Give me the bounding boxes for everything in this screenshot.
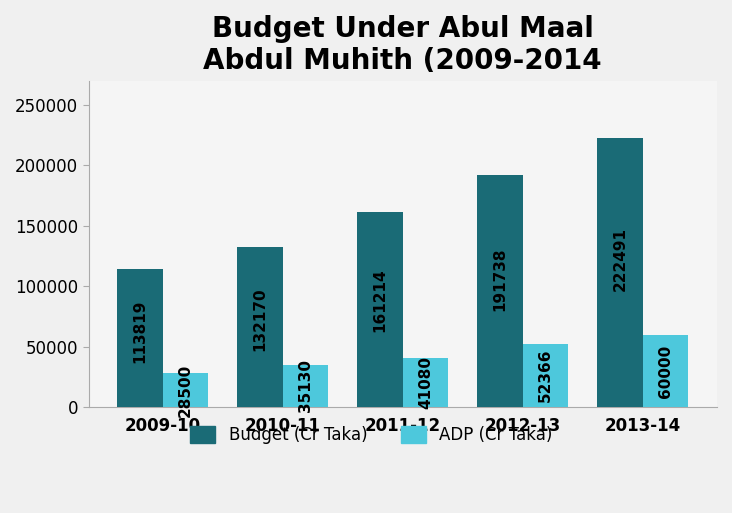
Legend: Budget (Cr Taka), ADP (Cr Taka): Budget (Cr Taka), ADP (Cr Taka) bbox=[184, 420, 559, 451]
Bar bbox=[643, 334, 688, 407]
Text: 28500: 28500 bbox=[178, 363, 193, 417]
Bar bbox=[237, 247, 283, 407]
Bar bbox=[597, 138, 643, 407]
Bar bbox=[117, 269, 163, 407]
Text: 35130: 35130 bbox=[298, 360, 313, 412]
Bar bbox=[357, 212, 403, 407]
Bar bbox=[477, 175, 523, 407]
Bar bbox=[523, 344, 569, 407]
Text: 191738: 191738 bbox=[493, 248, 507, 311]
Text: 52366: 52366 bbox=[538, 349, 553, 402]
Title: Budget Under Abul Maal
Abdul Muhith (2009-2014: Budget Under Abul Maal Abdul Muhith (200… bbox=[203, 15, 602, 75]
Bar bbox=[403, 358, 449, 407]
Text: 60000: 60000 bbox=[658, 344, 673, 398]
Text: 222491: 222491 bbox=[613, 227, 627, 291]
Bar bbox=[163, 373, 209, 407]
Text: 161214: 161214 bbox=[373, 268, 387, 332]
Text: 41080: 41080 bbox=[418, 356, 433, 409]
Text: 132170: 132170 bbox=[253, 287, 267, 351]
Bar bbox=[283, 365, 329, 407]
Text: 113819: 113819 bbox=[132, 300, 147, 363]
